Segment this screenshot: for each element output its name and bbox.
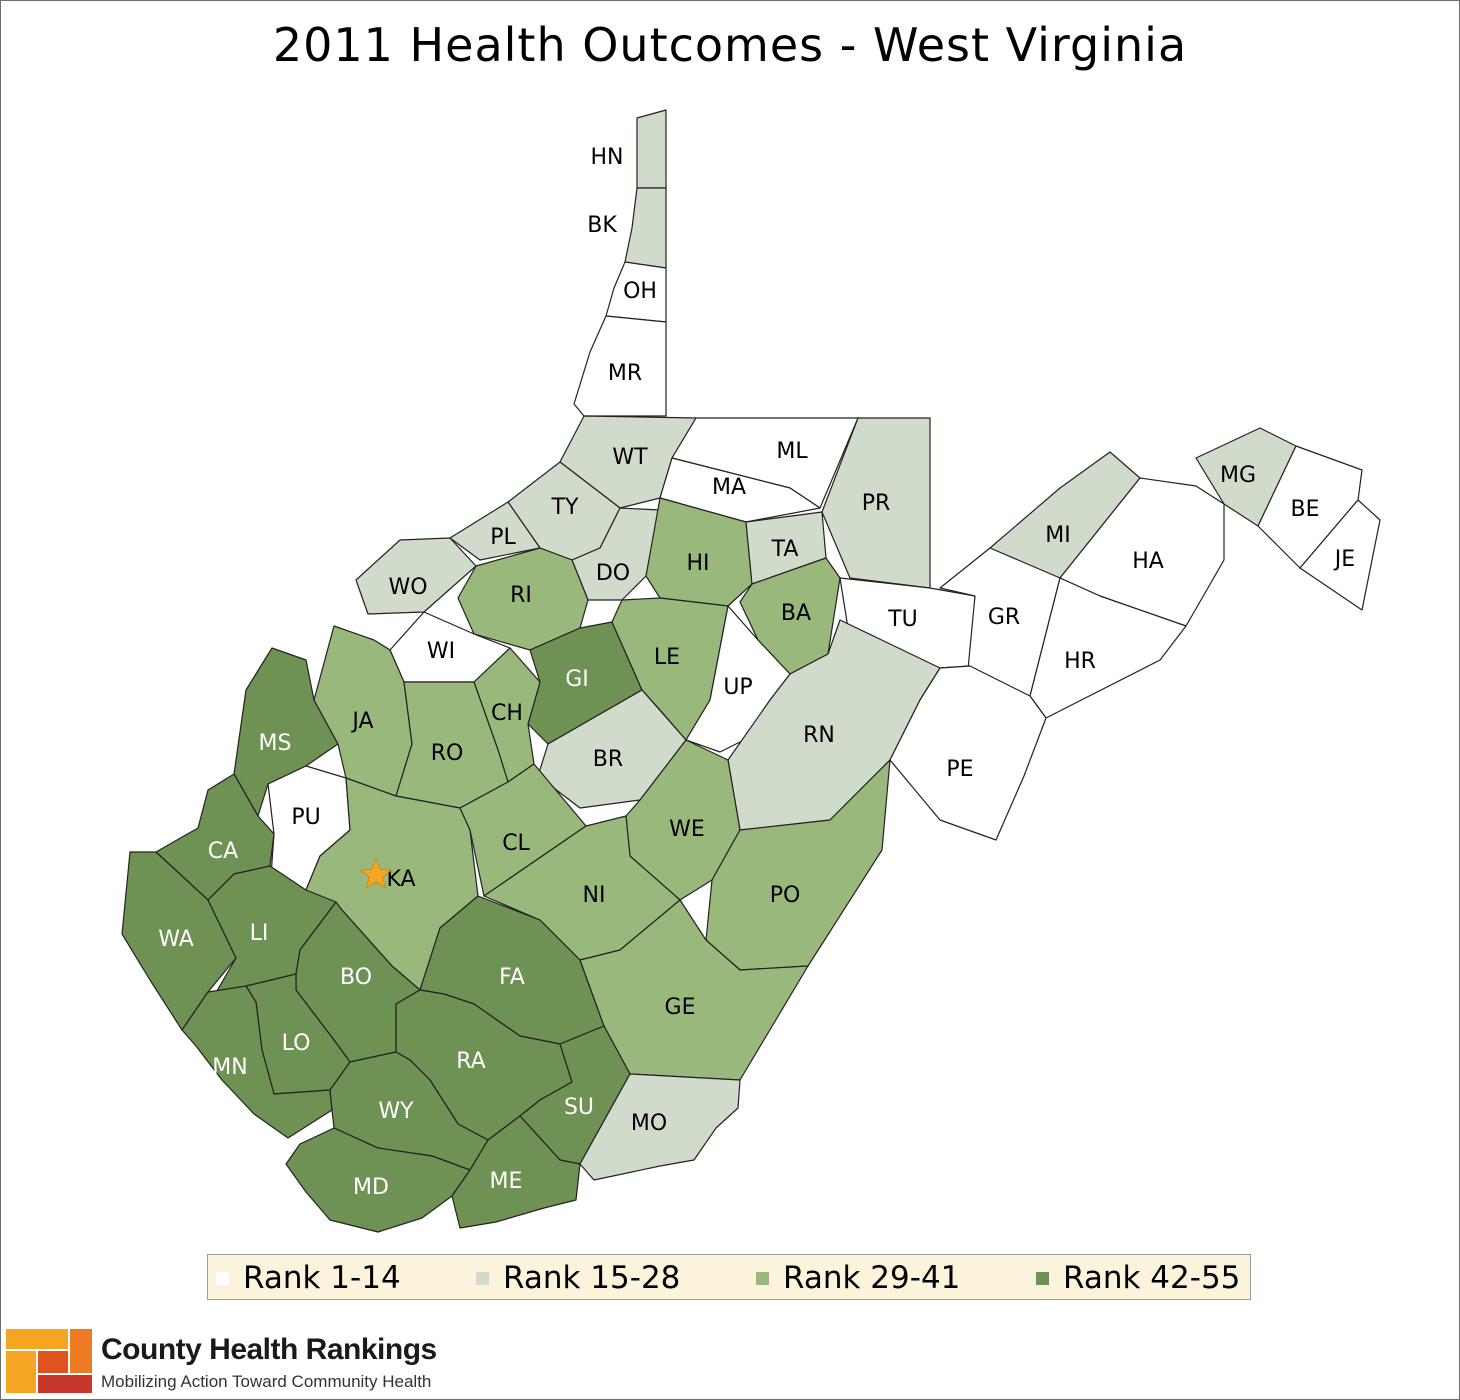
county-label-mi: MI — [1045, 523, 1070, 548]
county-label-ka: KA — [386, 867, 415, 892]
county-label-ge: GE — [665, 995, 696, 1020]
county-label-bo: BO — [340, 965, 372, 990]
county-label-rn: RN — [803, 723, 835, 748]
county-label-wt: WT — [612, 445, 648, 470]
county-label-ja: JA — [350, 709, 373, 734]
county-md — [285, 1127, 471, 1233]
county-label-ty: TY — [551, 495, 579, 520]
county-label-br: BR — [593, 747, 623, 772]
legend-label-rank-15-28: Rank 15-28 — [503, 1260, 681, 1296]
county-label-be: BE — [1291, 497, 1320, 522]
county-label-ri: RI — [510, 583, 532, 608]
county-label-wi: WI — [427, 639, 455, 664]
county-label-wy: WY — [378, 1099, 414, 1124]
legend-swatch-rank-29-41 — [756, 1271, 769, 1285]
county-label-tu: TU — [887, 607, 918, 632]
county-label-mg: MG — [1220, 463, 1256, 488]
county-label-up: UP — [723, 675, 752, 700]
county-be — [1257, 445, 1363, 569]
county-label-pu: PU — [291, 805, 320, 830]
county-label-mn: MN — [212, 1055, 247, 1080]
county-mo — [579, 1073, 741, 1181]
legend-swatch-rank-1-14 — [216, 1271, 229, 1285]
county-label-gr: GR — [988, 605, 1020, 630]
county-bk — [624, 187, 667, 269]
county-label-pl: PL — [490, 525, 516, 550]
county-label-le: LE — [654, 645, 680, 670]
county-label-do: DO — [596, 561, 630, 586]
county-label-pr: PR — [862, 491, 891, 516]
legend-label-rank-1-14: Rank 1-14 — [243, 1260, 401, 1296]
county-label-ch: CH — [491, 701, 523, 726]
county-label-gi: GI — [565, 667, 589, 692]
brand-tagline: Mobilizing Action Toward Community Healt… — [101, 1372, 432, 1391]
legend-item-rank-15-28: Rank 15-28 — [476, 1260, 681, 1296]
county-label-ro: RO — [431, 741, 464, 766]
county-label-mo: MO — [631, 1111, 667, 1136]
county-label-md: MD — [353, 1175, 389, 1200]
county-label-hn: HN — [591, 145, 624, 170]
county-ma — [659, 457, 821, 523]
county-label-pe: PE — [946, 757, 973, 782]
county-label-su: SU — [564, 1095, 594, 1120]
county-label-hr: HR — [1064, 649, 1096, 674]
legend-item-rank-42-55: Rank 42-55 — [1036, 1260, 1241, 1296]
county-label-je: JE — [1333, 547, 1355, 572]
county-label-ma: MA — [712, 475, 746, 500]
legend-label-rank-42-55: Rank 42-55 — [1063, 1260, 1241, 1296]
legend-swatch-rank-42-55 — [1036, 1271, 1049, 1285]
county-label-wa: WA — [158, 927, 194, 952]
county-label-oh: OH — [623, 279, 657, 304]
county-label-ms: MS — [259, 731, 292, 756]
county-label-po: PO — [770, 883, 801, 908]
county-label-ra: RA — [456, 1049, 485, 1074]
legend-label-rank-29-41: Rank 29-41 — [783, 1260, 961, 1296]
county-health-rankings-logo — [6, 1329, 92, 1393]
brand-name: County Health Rankings — [101, 1333, 437, 1366]
county-label-me: ME — [490, 1169, 523, 1194]
county-pe — [889, 665, 1047, 841]
county-label-ta: TA — [771, 537, 799, 562]
county-label-ha: HA — [1132, 549, 1164, 574]
county-je — [1299, 499, 1381, 611]
legend: Rank 1-14 Rank 15-28 Rank 29-41 Rank 42-… — [207, 1254, 1251, 1300]
county-label-hi: HI — [686, 551, 709, 576]
legend-item-rank-1-14: Rank 1-14 — [216, 1260, 401, 1296]
legend-item-rank-29-41: Rank 29-41 — [756, 1260, 961, 1296]
map-title: 2011 Health Outcomes - West Virginia — [272, 18, 1188, 72]
county-label-ni: NI — [583, 883, 606, 908]
county-label-wo: WO — [388, 575, 427, 600]
county-label-cl: CL — [502, 831, 530, 856]
county-label-ml: ML — [776, 439, 808, 464]
county-label-ca: CA — [208, 839, 238, 864]
county-pl — [449, 501, 541, 561]
county-label-we: WE — [669, 817, 705, 842]
county-label-bk: BK — [587, 213, 617, 238]
county-label-fa: FA — [499, 965, 525, 990]
county-label-mr: MR — [608, 361, 642, 386]
county-hn — [636, 109, 667, 189]
legend-swatch-rank-15-28 — [476, 1271, 489, 1285]
county-label-lo: LO — [282, 1031, 311, 1056]
county-label-ba: BA — [781, 601, 811, 626]
county-label-li: LI — [250, 921, 269, 946]
county-me — [451, 1115, 581, 1229]
star-icon — [359, 857, 393, 889]
